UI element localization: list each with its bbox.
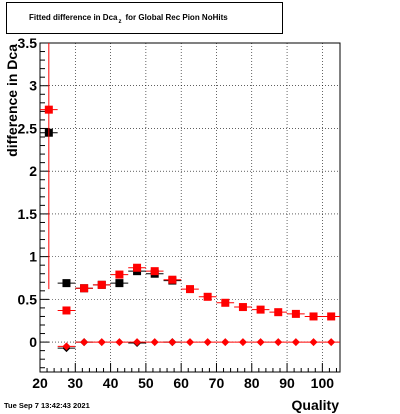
y-tick-label: 0.5 xyxy=(18,291,38,307)
data-point-square xyxy=(115,279,124,288)
data-point-square xyxy=(309,312,318,321)
x-axis-label: Quality xyxy=(292,397,340,413)
data-point-diamond xyxy=(186,338,194,347)
data-point-square xyxy=(150,267,159,276)
chart-title-rest: for Global Rec Pion NoHits xyxy=(125,13,228,22)
y-tick-label: 3 xyxy=(29,78,37,94)
data-layer xyxy=(40,43,340,353)
data-point-diamond xyxy=(115,338,124,347)
data-point-square xyxy=(291,309,300,318)
x-tick-label: 80 xyxy=(244,375,260,391)
data-point-diamond xyxy=(238,338,247,347)
data-point-diamond xyxy=(274,338,283,347)
timestamp: Tue Sep 7 13:42:43 2021 xyxy=(4,401,90,410)
data-point-diamond xyxy=(150,338,159,347)
x-tick-label: 70 xyxy=(209,375,225,391)
x-tick-label: 40 xyxy=(103,375,119,391)
data-point-square xyxy=(80,284,89,293)
data-point-square xyxy=(62,279,71,288)
data-point-diamond xyxy=(291,338,300,347)
data-point-square xyxy=(97,280,106,289)
tick-layer: 20 30 40 50 60 70 80 90 100 0 0.5 1 1.5 2 2.5 3 3.5 xyxy=(18,35,337,391)
x-tick-label: 50 xyxy=(138,375,154,391)
data-point-square xyxy=(256,305,265,314)
data-point-square xyxy=(274,308,283,317)
y-tick-label: 1.5 xyxy=(18,206,38,222)
data-point-square xyxy=(168,275,177,284)
data-point-diamond xyxy=(97,338,106,347)
data-point-square xyxy=(221,298,230,307)
data-point-diamond xyxy=(62,342,71,351)
data-point-square xyxy=(115,270,124,279)
x-tick-label: 100 xyxy=(311,375,335,391)
data-point-square xyxy=(203,292,212,301)
x-tick-label: 60 xyxy=(173,375,189,391)
chart-title: Fitted difference in Dcaz for Global Rec … xyxy=(29,13,228,25)
data-point-square xyxy=(62,306,71,315)
data-point-diamond xyxy=(203,338,212,347)
data-point-diamond xyxy=(168,338,177,347)
x-tick-label: 30 xyxy=(68,375,84,391)
data-point-square xyxy=(238,303,247,312)
chart-title-box: Fitted difference in Dcaz for Global Rec … xyxy=(6,2,283,34)
data-point-square xyxy=(133,263,142,272)
data-point-square xyxy=(44,105,53,114)
data-point-square xyxy=(186,285,194,294)
y-axis-label: difference in Dca xyxy=(4,44,20,157)
chart-title-main: Fitted difference in Dca xyxy=(29,13,118,22)
y-tick-label: 0 xyxy=(29,334,37,350)
chart-title-subscript: z xyxy=(118,19,122,25)
y-tick-label: 1 xyxy=(29,249,37,265)
data-point-diamond xyxy=(221,338,230,347)
y-tick-label: 2 xyxy=(29,163,37,179)
data-point-diamond xyxy=(327,338,336,347)
x-tick-label: 20 xyxy=(32,375,48,391)
x-tick-label: 90 xyxy=(279,375,295,391)
data-point-diamond xyxy=(256,338,265,347)
data-point-diamond xyxy=(133,338,142,347)
data-point-diamond xyxy=(309,338,318,347)
data-point-square xyxy=(327,312,336,321)
plot-frame xyxy=(39,42,341,373)
y-tick-label: 2.5 xyxy=(18,120,38,136)
data-point-diamond xyxy=(80,338,89,347)
grid-layer xyxy=(40,43,340,372)
y-tick-label: 3.5 xyxy=(18,35,38,51)
